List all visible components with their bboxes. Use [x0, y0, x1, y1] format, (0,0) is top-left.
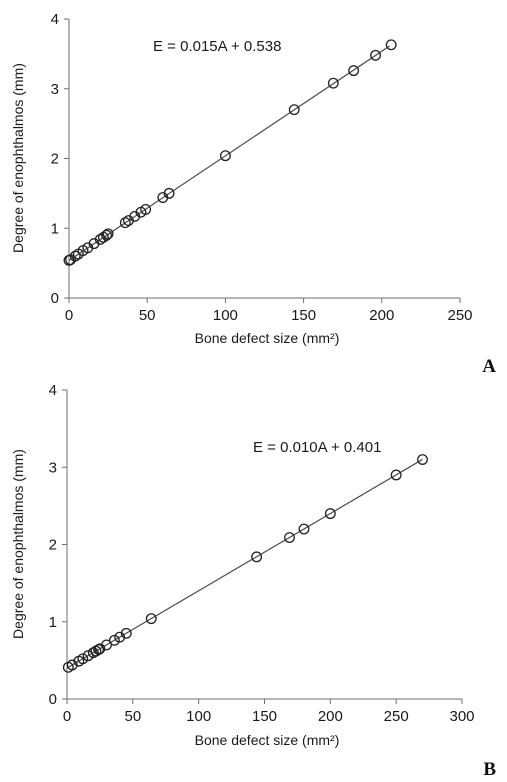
- y-tick-label: 4: [49, 382, 57, 399]
- data-point: [108, 634, 120, 646]
- x-axis-label: Bone defect size (mm²): [195, 330, 340, 346]
- regression-equation: E = 0.015A + 0.538: [153, 38, 281, 55]
- y-ticks: 0 1 2 3 4: [51, 11, 69, 307]
- data-point: [120, 627, 132, 639]
- y-tick-label: 2: [49, 537, 57, 554]
- panel-label-a: A: [482, 356, 496, 377]
- y-tick-label: 0: [51, 290, 59, 307]
- x-tick-label: 200: [369, 307, 394, 324]
- y-axis-label: Degree of enophthalmos (mm): [10, 449, 26, 639]
- data-point: [77, 653, 89, 665]
- x-tick-label: 100: [186, 708, 211, 725]
- x-ticks: 0 50 100 150 200 250: [65, 298, 473, 324]
- y-tick-label: 3: [49, 459, 57, 476]
- data-point: [101, 639, 112, 651]
- data-point: [385, 39, 397, 51]
- data-point: [298, 523, 310, 535]
- data-point: [219, 150, 231, 162]
- y-tick-label: 3: [51, 81, 59, 98]
- data-point: [140, 203, 152, 215]
- data-point: [390, 469, 402, 481]
- y-ticks: 0 1 2 3 4: [49, 382, 67, 708]
- data-point: [251, 551, 263, 563]
- y-tick-label: 1: [49, 614, 57, 631]
- data-point: [102, 228, 114, 240]
- data-point: [417, 454, 428, 465]
- data-points: [62, 454, 428, 673]
- data-point: [145, 613, 157, 625]
- regression-equation: E = 0.010A + 0.401: [253, 439, 381, 456]
- x-tick-label: 300: [449, 708, 474, 725]
- y-tick-label: 0: [49, 691, 57, 708]
- data-point: [69, 250, 81, 262]
- panel-label-b: B: [483, 759, 496, 780]
- data-point: [101, 229, 112, 241]
- data-point: [284, 532, 295, 543]
- data-point: [327, 77, 339, 89]
- chart-panel-a: 0 1 2 3 4 0 50 100 150 200 250 E = 0.015A + 0.538…: [10, 11, 496, 377]
- data-point: [370, 49, 381, 61]
- x-tick-label: 50: [124, 708, 141, 725]
- data-points: [63, 39, 397, 266]
- data-point: [163, 187, 175, 199]
- x-tick-label: 100: [213, 307, 238, 324]
- x-tick-label: 50: [139, 307, 156, 324]
- x-tick-label: 0: [65, 307, 73, 324]
- chart-panel-b: 0 1 2 3 4 0 50 100 150 200 250 300 E = 0.010A + 0.…: [10, 382, 496, 780]
- trend-line: [66, 458, 423, 669]
- y-tick-label: 4: [51, 11, 59, 28]
- data-point: [119, 217, 131, 229]
- x-axis-label: Bone defect size (mm²): [195, 732, 340, 748]
- x-tick-label: 150: [291, 307, 316, 324]
- x-ticks: 0 50 100 150 200 250 300: [63, 699, 475, 725]
- data-point: [82, 650, 94, 662]
- data-point: [324, 508, 336, 520]
- x-tick-label: 150: [252, 708, 277, 725]
- x-tick-label: 0: [63, 708, 71, 725]
- data-point: [348, 65, 360, 77]
- y-tick-label: 1: [51, 220, 59, 237]
- x-tick-label: 200: [318, 708, 343, 725]
- data-point: [288, 104, 300, 116]
- y-tick-label: 2: [51, 151, 59, 168]
- y-axis-label: Degree of enophthalmos (mm): [10, 63, 26, 253]
- x-tick-label: 250: [447, 307, 472, 324]
- x-tick-label: 250: [384, 708, 409, 725]
